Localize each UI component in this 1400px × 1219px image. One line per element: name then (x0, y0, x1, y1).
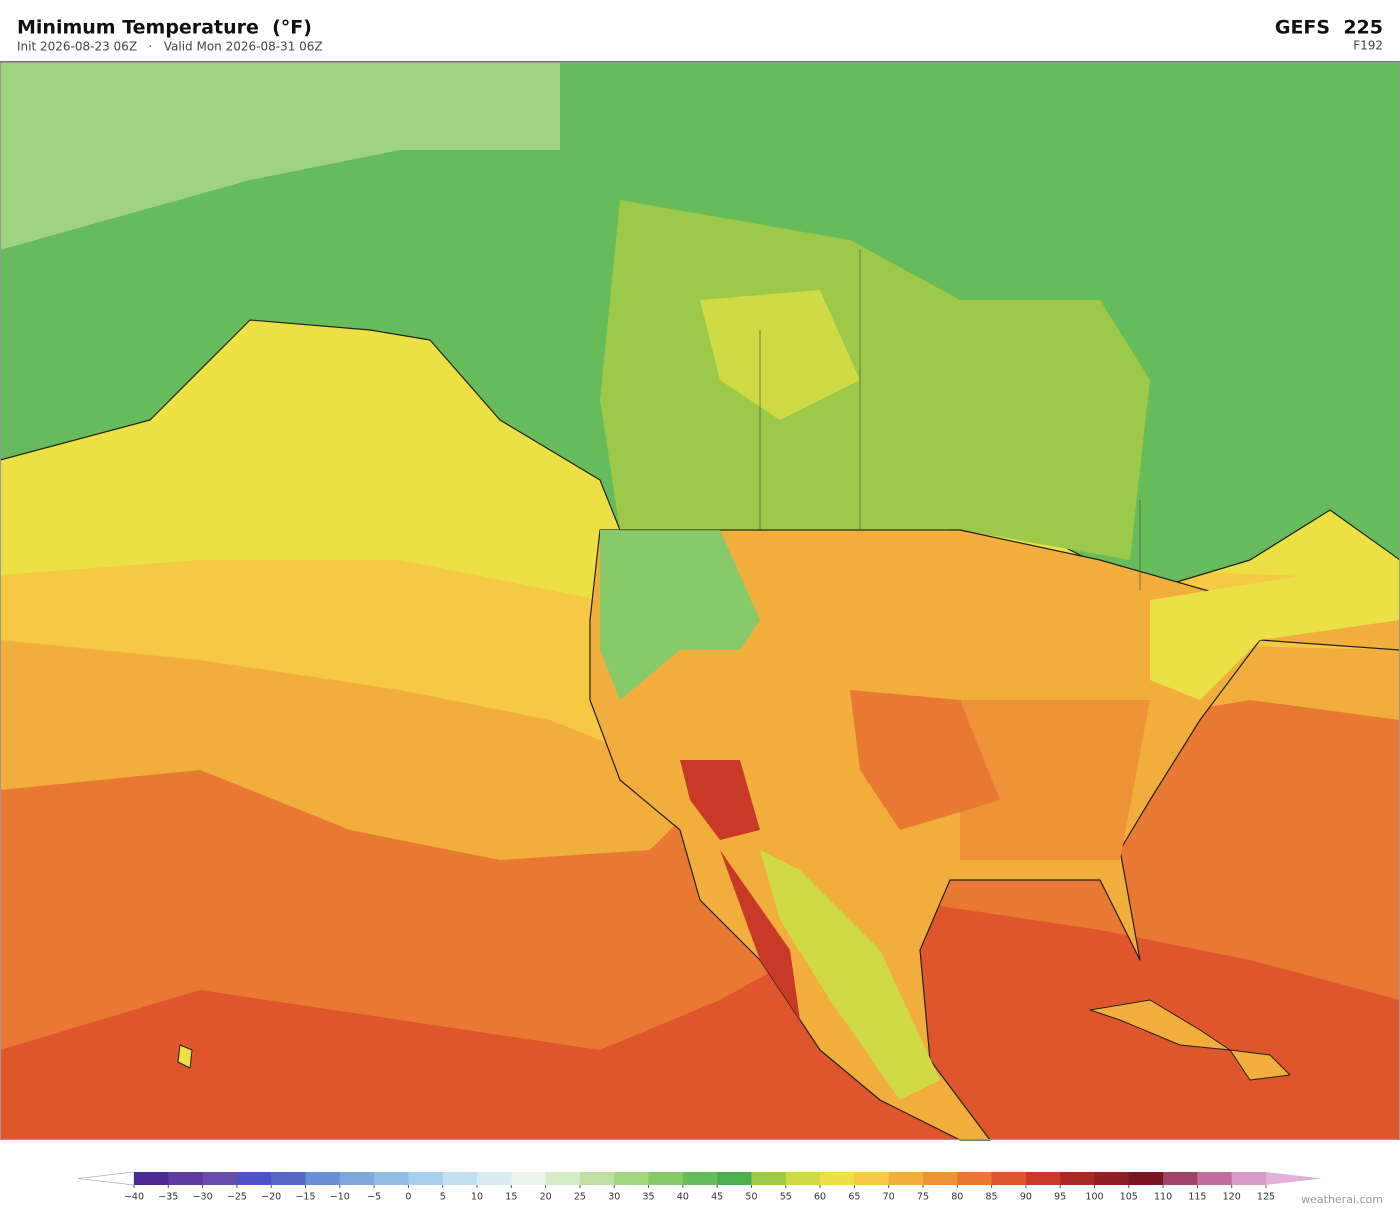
color-swatch (1025, 1172, 1061, 1185)
color-swatch (614, 1172, 650, 1185)
tick-label: 50 (745, 1192, 757, 1203)
heat-plains (850, 690, 1000, 830)
tick-label: 40 (677, 1192, 689, 1203)
tick-label: −25 (227, 1192, 247, 1203)
color-swatch (957, 1172, 993, 1185)
color-swatch (888, 1172, 924, 1185)
colorbar: −40 −35 −30 −25 −20 −15 −10 −5 0 5 10 15 20 25 30 35 40 4… (77, 1171, 1322, 1203)
tick-label: 120 (1223, 1192, 1241, 1203)
subtitle: Init 2026-08-23 06Z · Valid Mon 2026-08-… (17, 40, 323, 54)
tick-label: −10 (330, 1192, 350, 1203)
land-northeast (1150, 560, 1400, 700)
colorbar-over (1266, 1172, 1322, 1185)
color-swatch (271, 1172, 307, 1185)
map (0, 61, 1400, 1141)
color-swatch (477, 1172, 512, 1185)
color-swatch (202, 1172, 238, 1185)
border (620, 250, 1141, 590)
tick-label: 55 (780, 1192, 792, 1203)
tick-label: 80 (951, 1192, 963, 1203)
tick-label: 110 (1154, 1192, 1172, 1203)
color-swatch (545, 1172, 581, 1185)
tick-label: 5 (440, 1192, 446, 1203)
land-hawaii (177, 1044, 193, 1069)
color-swatch (442, 1172, 478, 1185)
tick-label: 95 (1054, 1192, 1066, 1203)
colorbar-under (77, 1171, 135, 1186)
color-swatch (1128, 1172, 1164, 1185)
tick-label: 10 (471, 1192, 483, 1203)
color-swatch (1094, 1172, 1130, 1185)
color-swatch (991, 1172, 1027, 1185)
tick-label: −35 (158, 1192, 178, 1203)
land-siberia (0, 62, 560, 250)
tick-label: 25 (574, 1192, 586, 1203)
land-canada (600, 200, 1150, 560)
title: Minimum Temperature (°F) (17, 17, 312, 39)
tick-label: −20 (261, 1192, 281, 1203)
color-swatch (305, 1172, 341, 1185)
color-swatch (751, 1172, 787, 1185)
color-swatch (408, 1172, 444, 1185)
forecast-hour: F192 (1353, 39, 1383, 53)
color-swatch (374, 1172, 409, 1185)
tick-label: 75 (917, 1192, 929, 1203)
color-swatch (648, 1172, 684, 1185)
tick-label: 20 (540, 1192, 552, 1203)
color-swatch (511, 1172, 547, 1185)
watermark: weatherai.com (1301, 1193, 1383, 1206)
color-swatch (134, 1172, 169, 1185)
color-swatch (682, 1172, 718, 1185)
land-highlands (760, 850, 940, 1100)
color-swatch (717, 1172, 752, 1185)
tick-label: 65 (848, 1192, 860, 1203)
tick-label: 90 (1020, 1192, 1032, 1203)
heat-baja (720, 850, 800, 1020)
tick-label: 70 (883, 1192, 895, 1203)
tick-label: 125 (1257, 1192, 1275, 1203)
tick-label: 60 (814, 1192, 826, 1203)
model-label: GEFS 225 (1275, 17, 1383, 39)
heat-southwest (680, 760, 760, 840)
color-swatch (1060, 1172, 1095, 1185)
color-swatch (579, 1172, 615, 1185)
tick-label: 105 (1120, 1192, 1138, 1203)
land-rockies (600, 530, 760, 700)
tick-label: −40 (124, 1192, 144, 1203)
tick-label: 45 (711, 1192, 723, 1203)
land-prairie (700, 290, 860, 420)
tick-label: 15 (505, 1192, 517, 1203)
color-swatch (1231, 1172, 1267, 1185)
tick-label: −30 (193, 1192, 213, 1203)
color-swatch (236, 1172, 272, 1185)
color-swatch (168, 1172, 204, 1185)
tick-label: 0 (405, 1192, 411, 1203)
tick-label: −5 (367, 1192, 381, 1203)
color-swatch (1163, 1172, 1198, 1185)
color-swatch (922, 1172, 958, 1185)
tick-label: 30 (608, 1192, 620, 1203)
color-swatch (1197, 1172, 1233, 1185)
tick-label: 100 (1085, 1192, 1103, 1203)
color-swatch (854, 1172, 890, 1185)
tick-label: 115 (1188, 1192, 1206, 1203)
color-swatch (785, 1172, 821, 1185)
tick-label: 35 (642, 1192, 654, 1203)
color-swatch (339, 1172, 375, 1185)
land-hispaniola (1229, 1049, 1291, 1081)
color-swatch (820, 1172, 855, 1185)
tick-label: −15 (295, 1192, 315, 1203)
tick-label: 85 (986, 1192, 998, 1203)
heat-southeast (960, 700, 1150, 860)
